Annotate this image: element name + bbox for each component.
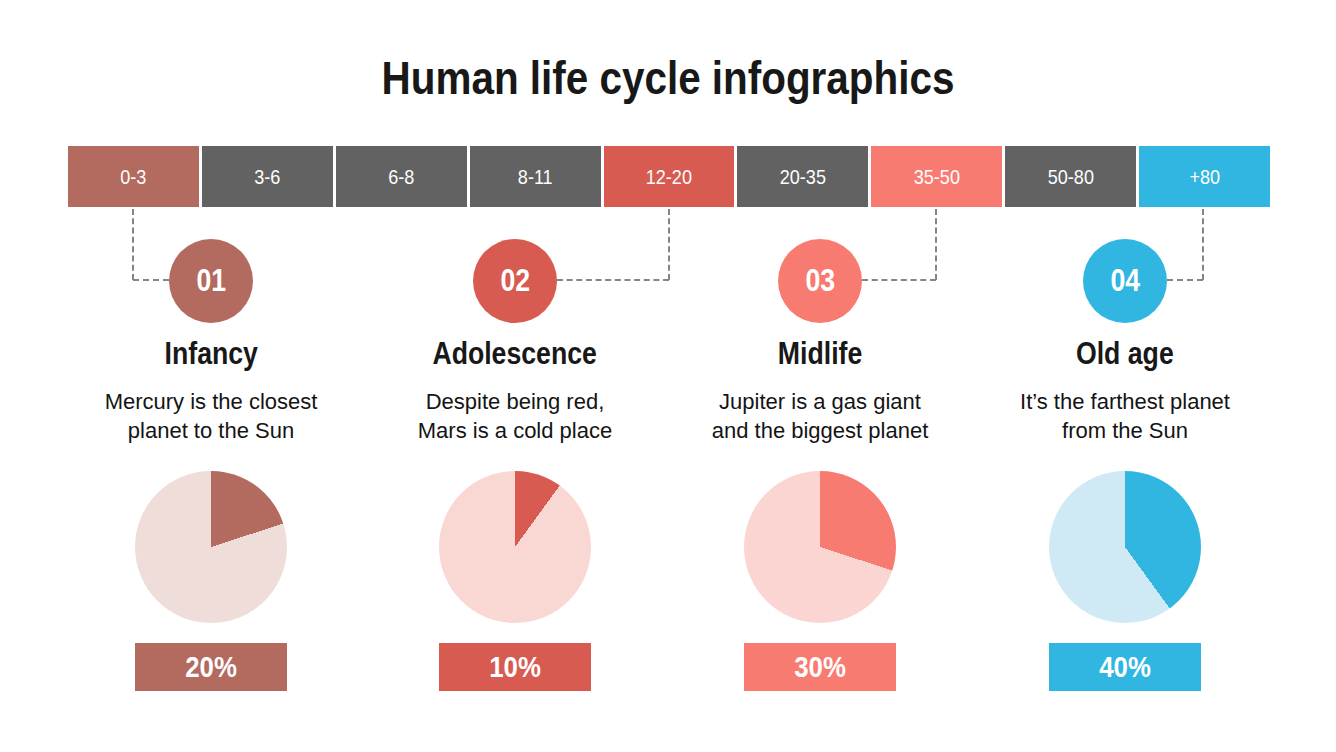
stage-description: Jupiter is a gas giantand the biggest pl…: [660, 388, 980, 445]
infographic-slide: Human life cycle infographics 0-3 3-6 6-…: [0, 0, 1336, 752]
age-timeline: 0-3 3-6 6-8 8-11 12-20 20-35 35-50 50-80…: [68, 146, 1270, 207]
percent-badge: 30%: [744, 643, 896, 691]
connector-line-horizontal-3: [862, 279, 936, 281]
connector-line-vertical-3: [935, 209, 937, 280]
stage-description: It’s the farthest planetfrom the Sun: [965, 388, 1285, 445]
connector-line-vertical-4: [1202, 209, 1204, 280]
stage-description: Mercury is the closestplanet to the Sun: [51, 388, 371, 445]
connector-line-horizontal-2: [557, 279, 669, 281]
timeline-segment-35-50: 35-50: [871, 146, 1002, 207]
connector-line-horizontal-1: [133, 279, 169, 281]
percent-badge: 40%: [1049, 643, 1201, 691]
timeline-segment-6-8: 6-8: [336, 146, 467, 207]
pie-chart-old-age: [1049, 471, 1201, 623]
timeline-segment-20-35: 20-35: [737, 146, 868, 207]
percent-badge: 20%: [135, 643, 287, 691]
connector-line-horizontal-4: [1167, 279, 1203, 281]
timeline-segment-0-3: 0-3: [68, 146, 199, 207]
stage-number-badge-3: 03: [778, 239, 862, 323]
connector-line-vertical-1: [132, 209, 134, 280]
pie-chart-midlife: [744, 471, 896, 623]
pie-chart-infancy: [135, 471, 287, 623]
timeline-segment-12-20: 12-20: [604, 146, 735, 207]
stage-column-old-age: Old age It’s the farthest planetfrom the…: [965, 336, 1285, 691]
timeline-segment-50-80: 50-80: [1005, 146, 1136, 207]
stage-title: Adolescence: [355, 336, 675, 372]
stage-title: Infancy: [51, 336, 371, 372]
percent-badge: 10%: [439, 643, 591, 691]
stage-title: Midlife: [660, 336, 980, 372]
stage-description: Despite being red,Mars is a cold place: [355, 388, 675, 445]
timeline-segment-80plus: +80: [1139, 146, 1270, 207]
timeline-segment-8-11: 8-11: [470, 146, 601, 207]
stage-number-badge-1: 01: [169, 239, 253, 323]
stage-column-infancy: Infancy Mercury is the closestplanet to …: [51, 336, 371, 691]
pie-chart-adolescence: [439, 471, 591, 623]
page-title: Human life cycle infographics: [0, 50, 1336, 105]
stage-title: Old age: [965, 336, 1285, 372]
timeline-segment-3-6: 3-6: [202, 146, 333, 207]
stage-column-adolescence: Adolescence Despite being red,Mars is a …: [355, 336, 675, 691]
stage-number-badge-4: 04: [1083, 239, 1167, 323]
stage-number-badge-2: 02: [473, 239, 557, 323]
connector-line-vertical-2: [668, 209, 670, 280]
stage-column-midlife: Midlife Jupiter is a gas giantand the bi…: [660, 336, 980, 691]
